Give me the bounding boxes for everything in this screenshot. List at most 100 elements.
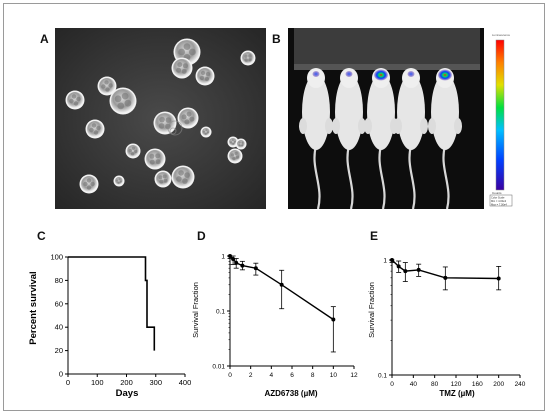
cell (176, 67, 182, 73)
mouse-tail (442, 145, 450, 209)
cell (116, 179, 119, 182)
scale-line-2: Min = 4.00e3 (491, 199, 507, 203)
neurosphere (242, 52, 254, 64)
neurosphere-micrograph (55, 28, 266, 209)
cell (91, 123, 97, 128)
data-point (228, 254, 232, 258)
y-tick-label: 20 (55, 346, 63, 355)
y-tick-label: 40 (55, 323, 63, 332)
cell (231, 139, 234, 142)
cell (131, 146, 136, 150)
neurosphere (173, 167, 193, 187)
cell (233, 140, 236, 143)
cell (114, 95, 122, 103)
cell (183, 43, 191, 50)
x-tick-label: 2 (249, 372, 253, 379)
cell (165, 117, 172, 123)
cell (241, 144, 244, 147)
x-tick-label: 0 (390, 381, 394, 388)
cell (73, 101, 79, 106)
cell (238, 144, 241, 147)
cell (244, 54, 248, 58)
neurosphere (202, 128, 210, 136)
x-tick-label: 120 (451, 381, 462, 388)
mouse-leg (364, 118, 372, 134)
y-tick-label: 1 (383, 258, 387, 265)
cell (101, 84, 106, 89)
cell (108, 83, 113, 88)
data-point (231, 257, 236, 262)
mouse-head (340, 68, 358, 88)
mouse-body (367, 74, 395, 150)
cell (90, 181, 95, 187)
data-point (396, 264, 401, 269)
survival-line (68, 256, 156, 351)
cell (86, 178, 92, 183)
y-tick-label: 0 (59, 370, 63, 379)
cell (158, 175, 163, 180)
cell (117, 102, 125, 110)
azd6738-dose-response-chart: Survival Fraction AZD6738 (µM) 0 2 4 6 8 10 12… (191, 254, 358, 399)
mouse (332, 68, 366, 209)
cell (182, 63, 188, 69)
neurosphere (111, 89, 135, 113)
x-tick-label: 40 (410, 381, 418, 388)
chart-e-ylabel: Survival Fraction (367, 282, 376, 338)
neurosphere (87, 121, 103, 137)
neurosphere (229, 150, 241, 162)
cell (205, 129, 208, 132)
tumor-signal (345, 71, 353, 77)
mouse (299, 68, 333, 209)
x-tick-label: 300 (149, 378, 162, 387)
mouse-tail (346, 145, 354, 209)
y-tick-label: 60 (55, 299, 63, 308)
cell (204, 132, 207, 135)
mouse-leg (358, 118, 366, 134)
mouse (428, 68, 462, 209)
cell (177, 62, 183, 68)
mouse-leg (332, 118, 340, 134)
x-tick-label: 10 (330, 372, 338, 379)
y-tick-label: 0.01 (212, 364, 225, 371)
neurosphere (156, 172, 170, 186)
cell (203, 130, 206, 133)
mouse-leg (394, 118, 402, 134)
cell (134, 149, 138, 154)
cell (186, 111, 192, 117)
y-tick-label: 1 (221, 254, 225, 261)
chart-e-xlabel: TMZ (µM) (439, 389, 475, 398)
tumor-signal (312, 71, 320, 77)
tmz-dose-response-chart: Survival Fraction TMZ (µM) 0 40 80 120 160 20… (367, 258, 526, 399)
cell (234, 151, 238, 156)
panel-label-b: B (272, 32, 281, 46)
cell (230, 141, 233, 144)
cell (149, 153, 155, 159)
data-point (416, 267, 421, 272)
neurosphere (67, 92, 83, 108)
cell (117, 181, 120, 184)
cell (200, 70, 206, 76)
mouse-head (402, 68, 420, 88)
cell (162, 174, 167, 179)
cell (199, 75, 205, 81)
chart-d-ylabel: Survival Fraction (191, 282, 200, 338)
cell (184, 119, 190, 125)
mouse-body (302, 74, 330, 150)
mouse-tail (313, 145, 321, 209)
cell (163, 178, 168, 183)
tumor-signal (374, 69, 388, 81)
neurosphere (237, 140, 245, 148)
mouse-body (397, 74, 425, 150)
y-tick-label: 0.1 (378, 373, 387, 380)
x-tick-label: 100 (91, 378, 104, 387)
mouse-head (307, 68, 325, 88)
cell (181, 114, 187, 120)
mouse-leg (325, 118, 333, 134)
neurosphere (173, 59, 191, 77)
scale-title: Luminescence (492, 33, 510, 37)
neurosphere (99, 78, 115, 94)
cell (232, 142, 235, 145)
neurosphere (155, 113, 175, 133)
data-point (443, 275, 448, 280)
data-point (234, 260, 239, 265)
